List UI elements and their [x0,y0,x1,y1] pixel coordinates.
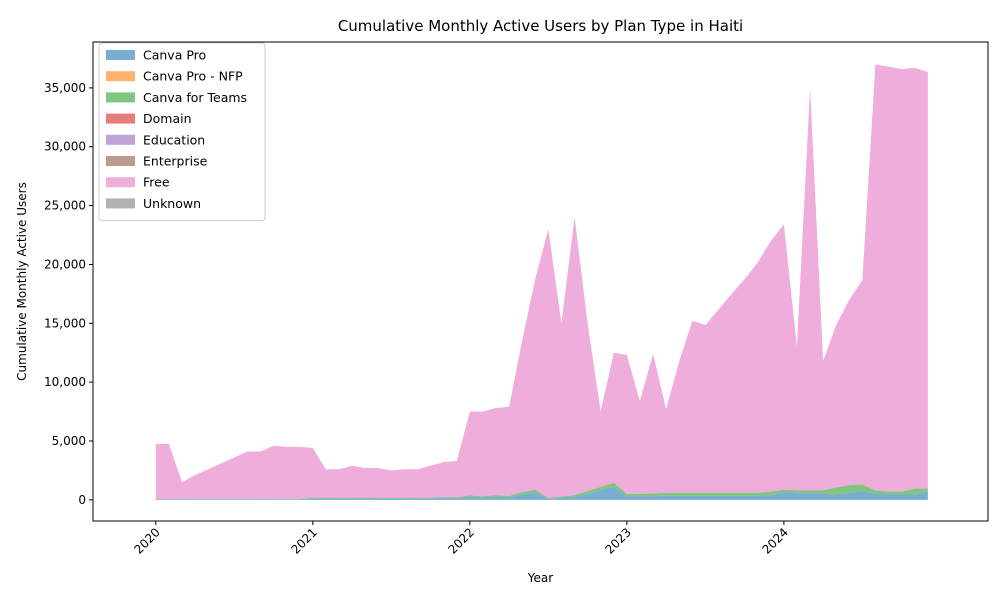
legend-swatch-unknown [106,198,135,209]
y-tick-label: 30,000 [44,140,86,154]
y-axis-label: Cumulative Monthly Active Users [15,182,29,381]
area-series-canva-for-teams [155,482,928,500]
area-series-free [155,64,928,499]
legend-swatch-free [106,177,135,188]
x-axis-label: Year [527,571,553,585]
legend-swatch-canva-for-teams [106,92,135,103]
legend-label-education: Education [143,132,205,147]
legend-box [98,42,266,222]
y-tick-label: 15,000 [44,316,86,330]
legend-swatch-canva-pro-nfp [106,71,135,82]
legend-label-canva-pro-nfp: Canva Pro - NFP [143,69,243,84]
legend: Canva Pro Canva Pro - NFP Canva for Teams D… [98,42,266,222]
areas-layer [155,64,928,500]
legend-swatch-canva-pro [106,50,135,60]
legend-swatch-education [106,134,135,145]
y-tick-label: 35,000 [44,81,86,95]
legend-label-domain: Domain [143,111,192,126]
legend-label-canva-pro: Canva Pro [143,48,206,63]
area-series-canva-pro [155,486,928,500]
y-tick-label: 25,000 [44,199,86,213]
legend-label-unknown: Unknown [143,196,201,211]
legend-swatch-domain [106,113,135,124]
legend-label-free: Free [143,175,170,190]
legend-swatch-enterprise [106,156,135,166]
plot-frame [92,41,989,522]
legend-label-canva-for-teams: Canva for Teams [143,90,247,105]
y-axis: 0 5,000 10,000 15,000 20,000 25,000 30,000 35,0… [44,81,93,507]
legend-label-enterprise: Enterprise [143,154,208,169]
y-tick-label: 20,000 [44,257,86,271]
y-tick-label: 5,000 [52,434,86,448]
chart-title: Cumulative Monthly Active Users by Plan … [338,17,743,35]
y-tick-label: 0 [78,493,86,507]
y-tick-label: 10,000 [44,375,86,389]
